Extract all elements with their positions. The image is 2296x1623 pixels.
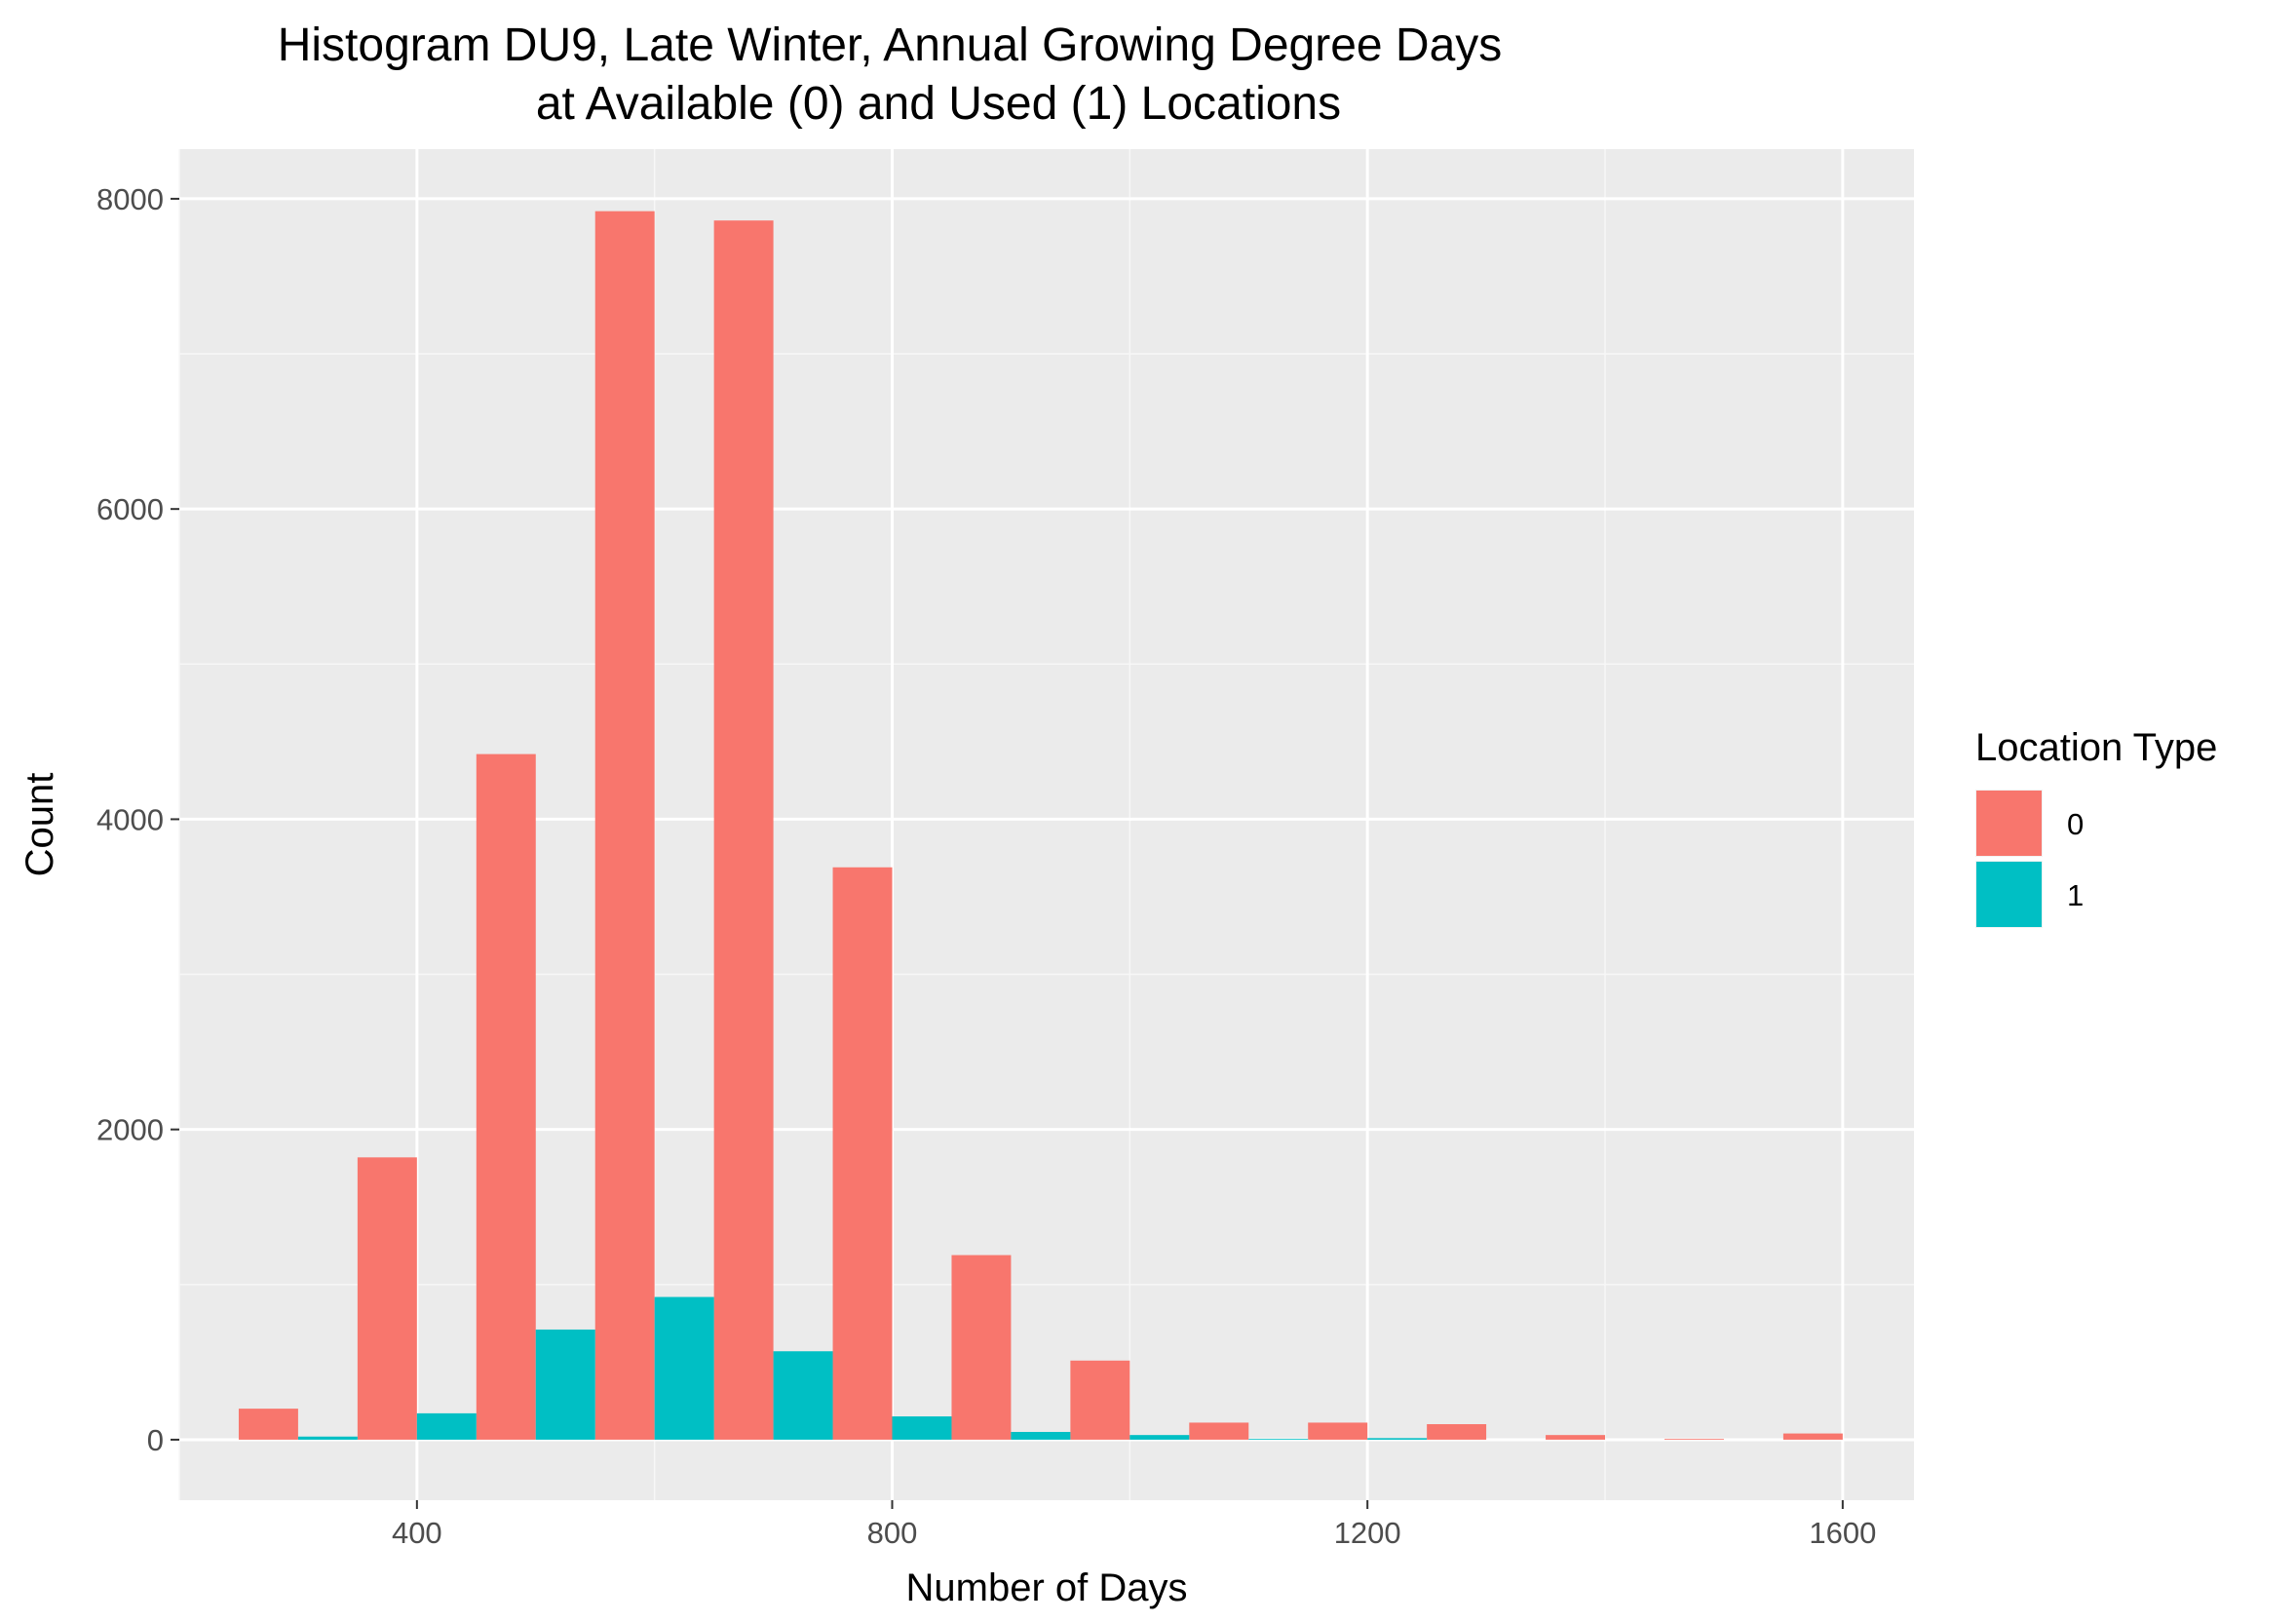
- legend: 01: [1975, 790, 2084, 928]
- bars: [238, 211, 1843, 1440]
- legend-swatch-1: [1976, 862, 2042, 927]
- x-tick-label: 800: [867, 1516, 918, 1550]
- plot-panel: [179, 149, 1914, 1500]
- bar-series-1-bin-900: [1011, 1431, 1071, 1440]
- x-axis-title: Number of Days: [906, 1566, 1188, 1609]
- bar-series-1-bin-600: [654, 1296, 714, 1440]
- bar-series-0-bin-1100: [1189, 1422, 1249, 1440]
- bar-series-1-bin-400: [416, 1412, 477, 1440]
- bar-series-0-bin-1400: [1546, 1435, 1606, 1440]
- bar-series-0-bin-300: [238, 1409, 298, 1440]
- bar-series-0-bin-1000: [1070, 1360, 1130, 1440]
- bar-series-0-bin-500: [476, 754, 536, 1440]
- legend-title: Location Type: [1975, 726, 2217, 769]
- legend-swatch-0: [1976, 791, 2042, 856]
- bar-series-0-bin-600: [594, 211, 655, 1440]
- bar-series-1-bin-1100: [1248, 1439, 1309, 1440]
- y-tick-label: 2000: [96, 1113, 164, 1147]
- bar-series-0-bin-700: [713, 220, 774, 1440]
- bar-series-1-bin-300: [297, 1436, 358, 1440]
- bar-series-1-bin-500: [535, 1329, 595, 1440]
- bar-series-0-bin-1500: [1664, 1439, 1724, 1440]
- y-axis-title: Count: [19, 773, 61, 877]
- legend-label-1: 1: [2067, 878, 2084, 912]
- bar-series-1-bin-700: [773, 1351, 833, 1440]
- bar-series-1-bin-1200: [1367, 1438, 1428, 1440]
- bar-series-1-bin-1000: [1129, 1435, 1190, 1440]
- y-tick-label: 8000: [96, 182, 164, 216]
- y-tick-label: 6000: [96, 492, 164, 526]
- bar-series-1-bin-800: [892, 1416, 952, 1440]
- y-tick-label: 4000: [96, 802, 164, 836]
- bar-series-0-bin-1200: [1308, 1422, 1368, 1440]
- chart-title-line-2: at Available (0) and Used (1) Locations: [536, 78, 1341, 130]
- x-tick-label: 1600: [1809, 1516, 1876, 1550]
- bar-series-0-bin-400: [357, 1157, 417, 1440]
- bar-series-0-bin-900: [951, 1255, 1012, 1440]
- x-tick-label: 400: [392, 1516, 442, 1550]
- axes: 400 800 1200 1600 0 2000 4000 6000 8000: [96, 182, 1876, 1550]
- legend-label-0: 0: [2067, 807, 2084, 841]
- bar-series-0-bin-1600: [1782, 1433, 1843, 1440]
- bar-series-0-bin-800: [832, 867, 893, 1440]
- x-tick-label: 1200: [1334, 1516, 1401, 1550]
- y-tick-label: 0: [147, 1423, 164, 1457]
- chart-title-line-1: Histogram DU9, Late Winter, Annual Growi…: [278, 19, 1503, 71]
- bar-series-0-bin-1300: [1427, 1424, 1487, 1440]
